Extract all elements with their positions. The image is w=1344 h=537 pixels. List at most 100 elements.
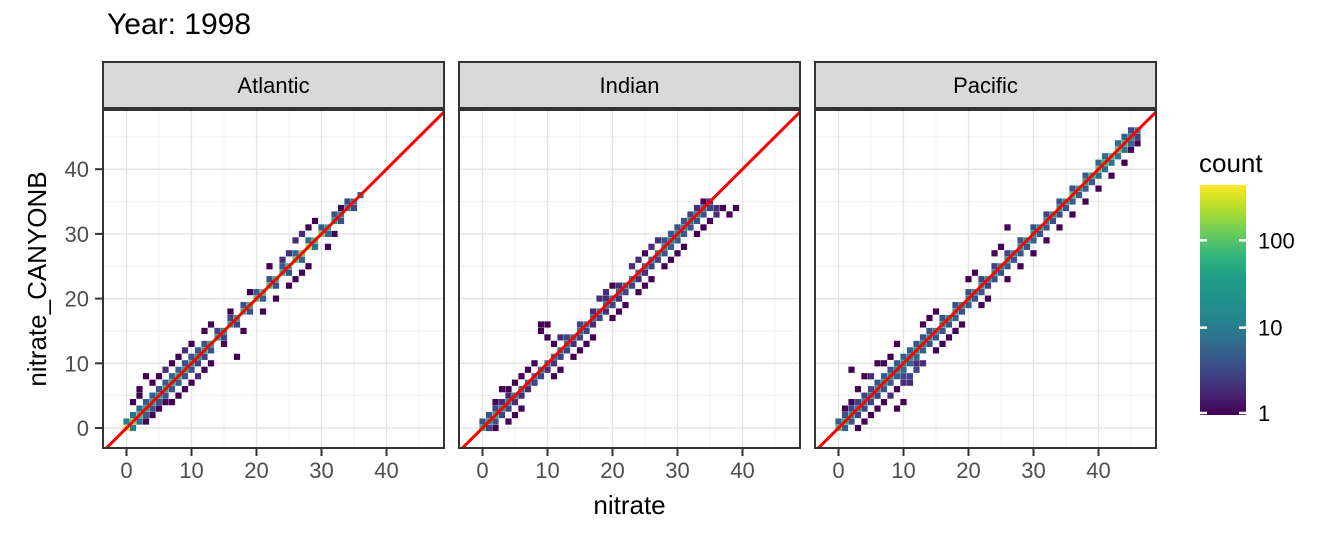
bin bbox=[136, 386, 143, 393]
bin bbox=[589, 308, 597, 315]
bin bbox=[648, 276, 655, 283]
bin bbox=[1127, 140, 1135, 147]
bin bbox=[298, 256, 306, 263]
bin bbox=[887, 366, 894, 373]
bin bbox=[227, 308, 234, 315]
bin bbox=[667, 243, 675, 250]
bin bbox=[648, 243, 655, 250]
bin bbox=[848, 405, 855, 412]
x-axis-tick-label: 40 bbox=[374, 458, 398, 483]
bin bbox=[732, 204, 740, 212]
bin bbox=[337, 204, 345, 212]
bin bbox=[893, 405, 901, 412]
legend-count: count 1 10 100 bbox=[1199, 148, 1295, 426]
bin bbox=[906, 379, 914, 386]
bin bbox=[1127, 146, 1135, 153]
bin bbox=[1082, 198, 1089, 205]
bin bbox=[667, 230, 675, 237]
y-axis-tick-label: 20 bbox=[65, 287, 89, 312]
bin bbox=[874, 405, 881, 412]
bin bbox=[331, 211, 338, 218]
bin bbox=[719, 204, 727, 212]
bin bbox=[596, 295, 603, 302]
plot-title: Year: 1998 bbox=[107, 8, 252, 41]
bin bbox=[680, 230, 688, 237]
bin bbox=[926, 314, 933, 322]
bin bbox=[900, 399, 907, 406]
bin bbox=[609, 282, 616, 289]
x-axis-title: nitrate bbox=[593, 490, 665, 520]
bin bbox=[259, 295, 267, 302]
y-axis-title: nitrate_CANYONB bbox=[22, 171, 52, 386]
bin bbox=[537, 373, 545, 380]
bin bbox=[531, 360, 538, 367]
bin bbox=[168, 373, 176, 380]
x-axis-tick-label: 30 bbox=[1021, 458, 1045, 483]
bin bbox=[622, 301, 629, 309]
panel-border bbox=[458, 109, 801, 449]
bin bbox=[654, 256, 662, 263]
bin bbox=[615, 282, 623, 289]
x-axis-tick-label: 10 bbox=[891, 458, 915, 483]
bin bbox=[971, 295, 979, 302]
bin bbox=[544, 321, 551, 328]
bin bbox=[207, 321, 215, 328]
bin bbox=[129, 424, 137, 432]
bin bbox=[932, 347, 940, 354]
bin bbox=[168, 386, 176, 393]
bin bbox=[285, 250, 293, 257]
bin bbox=[266, 276, 273, 283]
bin bbox=[609, 301, 616, 309]
bin bbox=[1023, 243, 1031, 250]
bin bbox=[220, 340, 228, 347]
bin bbox=[233, 353, 241, 360]
bin bbox=[266, 263, 273, 270]
bin bbox=[505, 392, 512, 399]
bin bbox=[661, 250, 668, 257]
bin bbox=[175, 353, 182, 360]
bin bbox=[1043, 237, 1050, 244]
x-axis-tick-label: 30 bbox=[665, 458, 689, 483]
bin bbox=[557, 334, 564, 341]
bin bbox=[1069, 198, 1076, 205]
bin bbox=[550, 340, 558, 347]
bin bbox=[505, 405, 512, 412]
bin bbox=[971, 269, 979, 276]
bin bbox=[537, 321, 545, 328]
bin bbox=[1121, 159, 1128, 166]
bin bbox=[700, 211, 707, 218]
bin bbox=[201, 366, 208, 373]
bin bbox=[485, 411, 493, 419]
bin bbox=[292, 276, 299, 283]
bin bbox=[841, 424, 849, 432]
bin bbox=[162, 399, 169, 406]
bin bbox=[919, 321, 927, 328]
bin bbox=[713, 211, 720, 218]
bin bbox=[201, 327, 208, 335]
bin bbox=[861, 392, 868, 399]
bin bbox=[318, 224, 325, 231]
bin bbox=[305, 237, 312, 244]
bin bbox=[1108, 159, 1115, 166]
bin bbox=[693, 204, 701, 212]
bin bbox=[906, 347, 914, 354]
bin bbox=[511, 379, 519, 386]
bin bbox=[285, 269, 293, 276]
bin bbox=[1069, 211, 1076, 218]
bin bbox=[544, 366, 551, 373]
bin bbox=[1114, 153, 1122, 160]
bin bbox=[492, 424, 499, 432]
bin bbox=[175, 379, 182, 386]
bin bbox=[168, 360, 176, 367]
bin bbox=[136, 418, 143, 425]
identity-line bbox=[817, 111, 1155, 447]
bin bbox=[848, 366, 855, 373]
y-axis-tick-label: 10 bbox=[65, 351, 89, 376]
bin bbox=[220, 334, 228, 341]
bin bbox=[1121, 146, 1128, 153]
bin bbox=[272, 295, 280, 302]
bin bbox=[518, 373, 525, 380]
bin bbox=[142, 373, 150, 380]
